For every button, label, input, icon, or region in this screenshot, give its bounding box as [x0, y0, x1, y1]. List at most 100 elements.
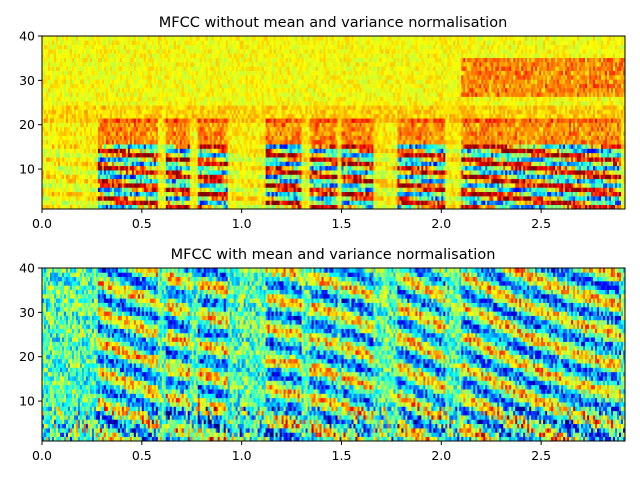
heatmap-cell	[361, 200, 364, 206]
heatmap-cell	[595, 152, 598, 158]
heatmap-cell	[115, 187, 119, 193]
heatmap-cell	[619, 178, 622, 184]
heatmap-cell	[239, 152, 243, 158]
heatmap-cell	[501, 152, 504, 158]
heatmap-cell	[579, 139, 582, 145]
heatmap-cell	[111, 187, 115, 193]
heatmap-cell	[377, 165, 380, 171]
heatmap-cell	[427, 200, 430, 206]
heatmap-cell	[525, 191, 528, 197]
heatmap-cell	[321, 196, 324, 201]
heatmap-cell	[431, 157, 434, 162]
heatmap-cell	[549, 191, 552, 197]
heatmap-cell	[103, 144, 107, 149]
heatmap-cell	[339, 174, 342, 180]
heatmap-cell	[431, 135, 434, 141]
heatmap-cell	[285, 161, 288, 167]
heatmap-cell	[501, 200, 504, 206]
heatmap-cell	[509, 183, 512, 188]
heatmap-cell	[231, 191, 235, 197]
heatmap-cell	[261, 170, 264, 175]
heatmap-cell	[373, 135, 376, 141]
heatmap-cell	[167, 157, 171, 162]
heatmap-cell	[309, 165, 312, 171]
heatmap-cell	[517, 165, 520, 171]
heatmap-cell	[315, 174, 318, 180]
heatmap-cell	[593, 187, 596, 193]
heatmap-cell	[517, 196, 520, 201]
heatmap-cell	[257, 187, 260, 193]
heatmap-cell	[541, 165, 544, 171]
heatmap-cell	[185, 178, 189, 184]
heatmap-cell	[221, 183, 225, 188]
heatmap-cell	[181, 178, 185, 184]
heatmap-cell	[383, 196, 386, 201]
heatmap-cell	[413, 157, 416, 162]
heatmap-cell	[327, 170, 330, 175]
heatmap-cell	[191, 170, 195, 175]
heatmap-cell	[69, 135, 73, 141]
heatmap-cell	[593, 144, 596, 149]
heatmap-cell	[105, 157, 109, 162]
heatmap-cell	[139, 135, 143, 141]
heatmap-cell	[501, 157, 504, 162]
heatmap-cell	[249, 187, 252, 193]
heatmap-cell	[541, 170, 544, 175]
heatmap-cell	[263, 165, 266, 171]
heatmap-cell	[135, 157, 139, 162]
heatmap-cell	[345, 174, 348, 180]
heatmap-cell	[415, 152, 418, 158]
heatmap-cell	[179, 135, 183, 141]
heatmap-cell	[573, 200, 576, 206]
heatmap-cell	[145, 178, 149, 184]
heatmap-cell	[589, 191, 592, 197]
heatmap-cell	[197, 157, 201, 162]
heatmap-cell	[145, 165, 149, 171]
heatmap-cell	[309, 191, 312, 197]
heatmap-cell	[513, 187, 516, 193]
heatmap-cell	[415, 196, 418, 201]
heatmap-cell	[307, 174, 310, 180]
heatmap-cell	[337, 152, 340, 158]
heatmap-cell	[215, 200, 219, 206]
heatmap-cell	[413, 139, 416, 145]
heatmap-cell	[479, 148, 482, 154]
heatmap-cell	[471, 196, 474, 201]
heatmap-cell	[477, 196, 480, 201]
heatmap-cell	[419, 157, 422, 162]
heatmap-cell	[555, 135, 558, 141]
heatmap-cell	[349, 157, 352, 162]
heatmap-cell	[617, 157, 620, 162]
heatmap-cell	[199, 148, 203, 154]
heatmap-cell	[103, 200, 107, 206]
heatmap-cell	[619, 187, 622, 193]
heatmap-cell	[269, 152, 272, 158]
heatmap-cell	[525, 174, 528, 180]
heatmap-cell	[193, 148, 197, 154]
heatmap-cell	[383, 148, 386, 154]
heatmap-cell	[345, 187, 348, 193]
heatmap-cell	[519, 144, 522, 149]
heatmap-cell	[87, 139, 91, 145]
heatmap-cell	[373, 178, 376, 184]
heatmap-cell	[205, 174, 209, 180]
heatmap-cell	[279, 183, 282, 188]
heatmap-cell	[495, 148, 498, 154]
heatmap-cell	[519, 183, 522, 188]
heatmap-cell	[53, 131, 57, 136]
heatmap-cell	[173, 161, 177, 167]
heatmap-cell	[437, 187, 440, 193]
heatmap-cell	[565, 178, 568, 184]
heatmap-cell	[517, 161, 520, 167]
heatmap-cell	[379, 152, 382, 158]
heatmap-cell	[579, 152, 582, 158]
heatmap-cell	[287, 148, 290, 154]
heatmap-cell	[617, 139, 620, 145]
heatmap-cell	[315, 165, 318, 171]
heatmap-cell	[287, 157, 290, 162]
heatmap-cell	[379, 200, 382, 206]
heatmap-cell	[617, 196, 620, 201]
heatmap-cell	[605, 196, 608, 201]
heatmap-cell	[385, 152, 388, 158]
heatmap-cell	[263, 174, 266, 180]
